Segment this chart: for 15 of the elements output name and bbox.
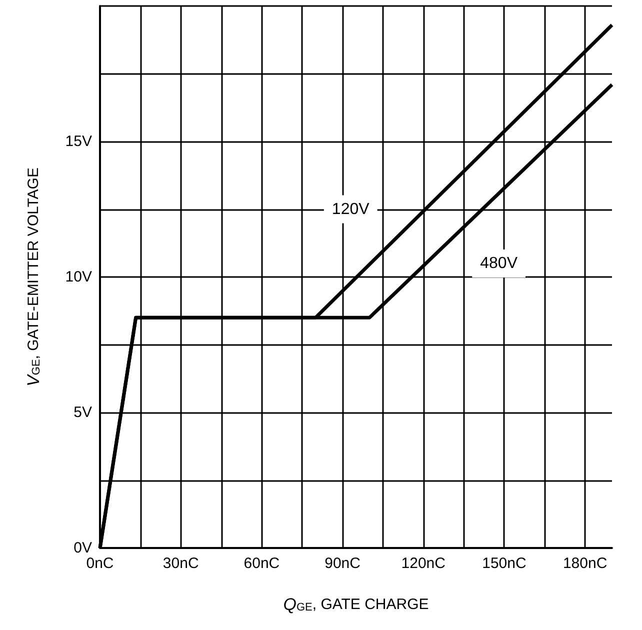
x-tick-label: 30nC [162, 555, 199, 572]
x-axis-title: QGE, GATE CHARGE [283, 595, 429, 614]
y-tick-label: 5V [74, 404, 92, 421]
series-label: 480V [480, 254, 518, 272]
text: 120V [332, 200, 370, 218]
x-tick-label: 120nC [401, 555, 446, 572]
y-axis-title: VGE, GATE-EMITTER VOLTAGE [24, 168, 43, 386]
y-tick-label: 15V [65, 133, 92, 150]
x-tick-label: 180nC [562, 555, 608, 572]
x-tick-label: 150nC [482, 555, 526, 572]
y-tick-label: 10V [65, 268, 92, 286]
x-tick-label: 60nC [244, 555, 280, 572]
y-tick-label: 0V [74, 540, 92, 556]
x-tick-label: 0nC [86, 555, 114, 572]
x-tick-label: 90nC [324, 555, 361, 572]
